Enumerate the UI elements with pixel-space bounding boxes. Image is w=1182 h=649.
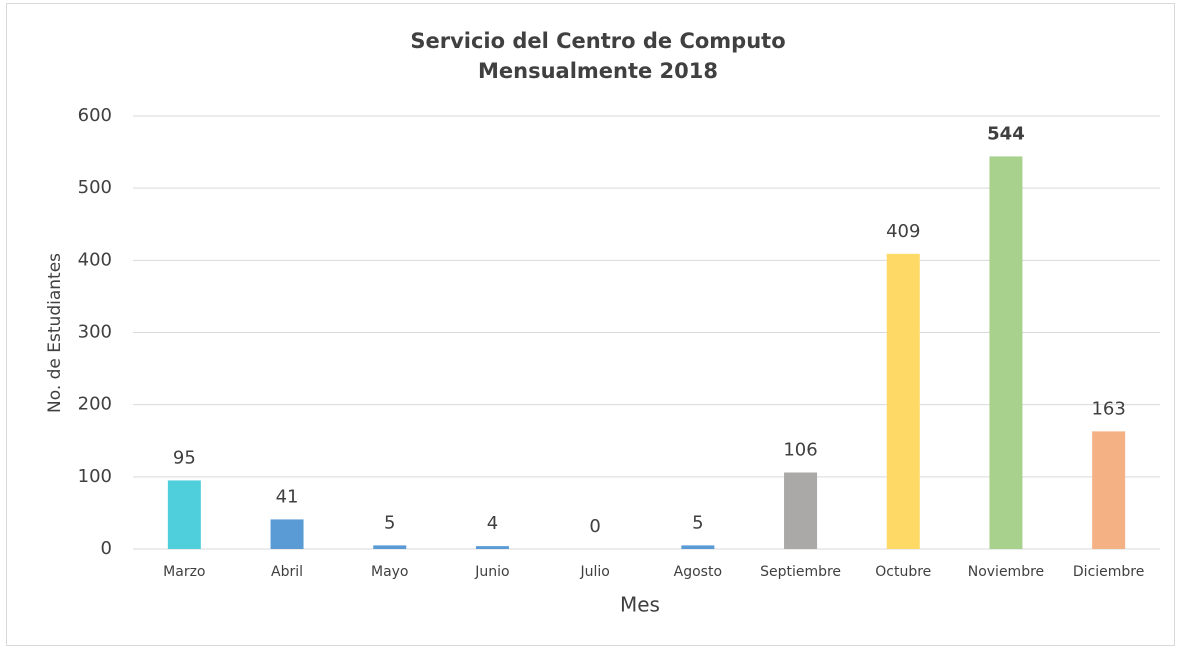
chart-title: Servicio del Centro de Computo xyxy=(410,29,785,53)
y-tick-label: 300 xyxy=(78,322,112,343)
x-tick-label: Mayo xyxy=(371,564,409,580)
bar xyxy=(1092,431,1126,549)
data-label: 5 xyxy=(692,512,703,533)
x-tick-label: Agosto xyxy=(674,564,722,580)
bar xyxy=(989,156,1023,549)
data-label: 5 xyxy=(384,512,395,533)
data-label: 163 xyxy=(1091,398,1125,419)
x-tick-label: Abril xyxy=(271,564,303,580)
x-tick-label: Junio xyxy=(474,564,509,580)
bar xyxy=(784,472,818,549)
y-axis-title: No. de Estudiantes xyxy=(45,253,65,413)
bar xyxy=(886,253,920,550)
y-tick-label: 600 xyxy=(78,105,112,126)
x-tick-label: Octubre xyxy=(875,564,931,580)
bar xyxy=(373,545,407,549)
x-tick-label: Julio xyxy=(579,564,609,580)
data-label: 409 xyxy=(886,221,920,242)
y-tick-label: 0 xyxy=(101,538,112,559)
x-tick-label: Noviembre xyxy=(968,564,1044,580)
x-tick-label: Septiembre xyxy=(760,564,841,580)
y-tick-label: 100 xyxy=(78,466,112,487)
x-tick-label: Marzo xyxy=(163,564,205,580)
bar xyxy=(475,546,509,549)
bar xyxy=(167,480,201,549)
x-axis-title: Mes xyxy=(620,593,660,617)
data-label: 95 xyxy=(173,447,196,468)
data-label: 41 xyxy=(276,486,299,507)
data-label: 4 xyxy=(487,513,498,534)
bar xyxy=(270,519,304,549)
data-label: 544 xyxy=(987,123,1025,144)
x-tick-label: Diciembre xyxy=(1073,564,1144,580)
y-tick-label: 200 xyxy=(78,394,112,415)
chart-frame xyxy=(6,3,1175,646)
data-label: 0 xyxy=(589,516,600,537)
chart-title: Mensualmente 2018 xyxy=(478,59,718,83)
y-tick-label: 400 xyxy=(78,249,112,270)
y-tick-label: 500 xyxy=(78,177,112,198)
bar xyxy=(681,545,715,549)
data-label: 106 xyxy=(783,440,817,461)
